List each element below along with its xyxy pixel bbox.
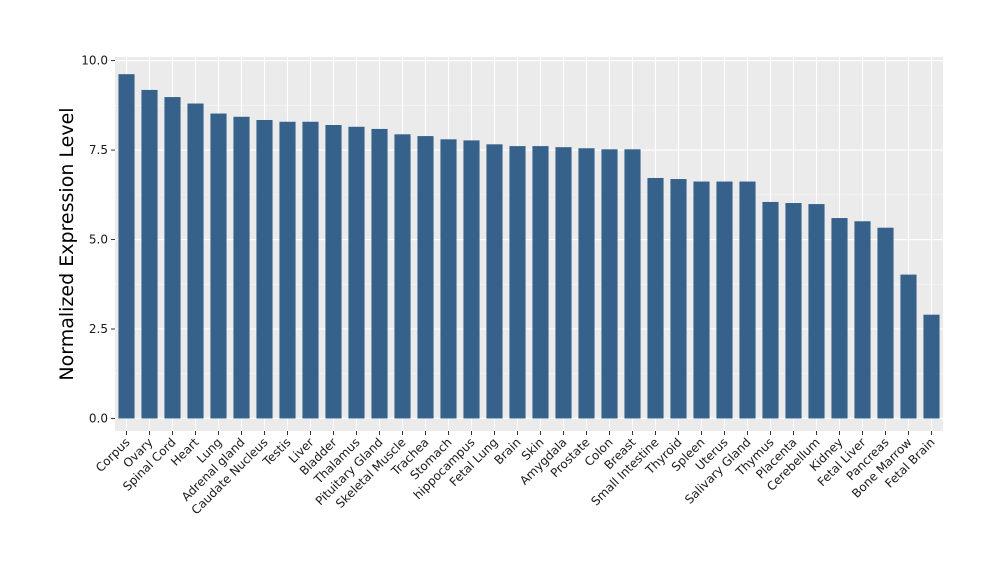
bar-adrenal-gland [233, 116, 250, 419]
bar-bone-marrow [900, 274, 917, 419]
bar-spinal-cord [164, 97, 181, 419]
bar-bladder [325, 125, 342, 419]
bar-caudate-nucleus [256, 119, 273, 419]
bar-kidney [831, 218, 848, 419]
bar-thalamus [348, 126, 365, 419]
bar-trachea [417, 136, 434, 419]
bars [118, 74, 940, 419]
bar-salivary-gland [739, 181, 756, 419]
bar-pancreas [877, 227, 894, 419]
y-tick-label: 0.0 [89, 411, 108, 425]
bar-spleen [693, 181, 710, 419]
bar-stomach [440, 139, 457, 419]
bar-pituitary-gland [371, 128, 388, 419]
bar-prostate [578, 148, 595, 419]
bar-heart [187, 103, 204, 419]
bar-cerebellum [808, 204, 825, 419]
y-tick-label: 7.5 [89, 143, 108, 157]
bar-skeletal-muscle [394, 134, 411, 419]
bar-fetal-brain [923, 314, 940, 419]
bar-thymus [762, 201, 779, 419]
bar-breast [624, 149, 641, 419]
y-tick-label: 10.0 [81, 54, 108, 68]
bar-testis [279, 121, 296, 419]
bar-lung [210, 113, 227, 419]
y-tick-label: 5.0 [89, 233, 108, 247]
bar-colon [601, 149, 618, 419]
bar-uterus [716, 181, 733, 419]
minor-gridlines [115, 105, 943, 375]
bar-fetal-lung [486, 144, 503, 419]
x-tick-label: Brain [491, 435, 523, 467]
plot-panel [115, 57, 943, 431]
bar-fetal-liver [854, 221, 871, 419]
bar-small-intestine [647, 177, 664, 419]
bar-liver [302, 121, 319, 419]
bar-corpus [118, 74, 135, 419]
bar-brain [509, 146, 526, 419]
y-axis-title: Normalized Expression Level [56, 107, 78, 380]
bar-ovary [141, 89, 158, 419]
y-tick-label: 2.5 [89, 322, 108, 336]
bar-placenta [785, 203, 802, 419]
bar-amygdala [555, 147, 572, 419]
bar-skin [532, 146, 549, 419]
y-axis: 0.0 2.5 5.0 7.5 10.0 [81, 54, 115, 425]
bar-thyroid [670, 179, 687, 419]
bar-hippocampus [463, 140, 480, 419]
